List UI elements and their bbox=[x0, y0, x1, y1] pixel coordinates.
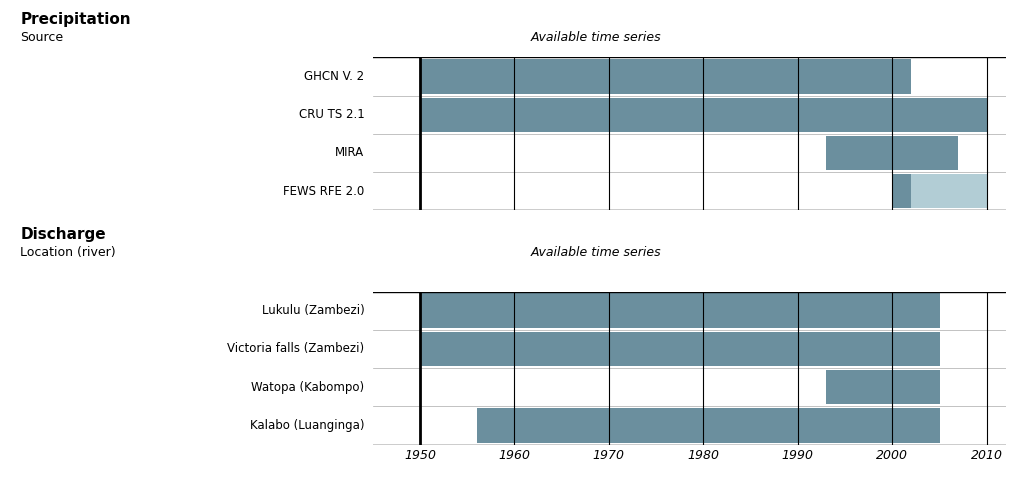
Text: Location (river): Location (river) bbox=[20, 246, 116, 259]
Text: Lukulu (Zambezi): Lukulu (Zambezi) bbox=[261, 304, 364, 317]
Bar bbox=[892, 174, 911, 208]
Bar bbox=[911, 98, 986, 132]
Bar bbox=[911, 174, 986, 208]
Bar bbox=[911, 136, 959, 170]
Text: Source: Source bbox=[20, 31, 63, 44]
Bar bbox=[420, 59, 911, 94]
Text: Victoria falls (Zambezi): Victoria falls (Zambezi) bbox=[228, 342, 364, 356]
Bar bbox=[911, 370, 939, 404]
Text: Watopa (Kabompo): Watopa (Kabompo) bbox=[251, 380, 364, 394]
Text: GHCN V. 2: GHCN V. 2 bbox=[304, 70, 364, 83]
Bar bbox=[477, 408, 911, 443]
Bar bbox=[420, 332, 911, 366]
Text: FEWS RFE 2.0: FEWS RFE 2.0 bbox=[283, 185, 364, 198]
Bar bbox=[826, 136, 911, 170]
Text: Discharge: Discharge bbox=[20, 227, 106, 242]
Text: MIRA: MIRA bbox=[335, 146, 364, 160]
Bar bbox=[420, 98, 911, 132]
Bar bbox=[911, 293, 939, 328]
Text: CRU TS 2.1: CRU TS 2.1 bbox=[299, 108, 364, 121]
Bar bbox=[420, 293, 911, 328]
Text: Available time series: Available time series bbox=[531, 246, 662, 259]
Text: Precipitation: Precipitation bbox=[20, 12, 131, 27]
Bar bbox=[826, 370, 911, 404]
Text: Available time series: Available time series bbox=[531, 31, 662, 44]
Text: Kalabo (Luanginga): Kalabo (Luanginga) bbox=[250, 419, 364, 432]
Bar bbox=[911, 408, 939, 443]
Bar bbox=[911, 332, 939, 366]
